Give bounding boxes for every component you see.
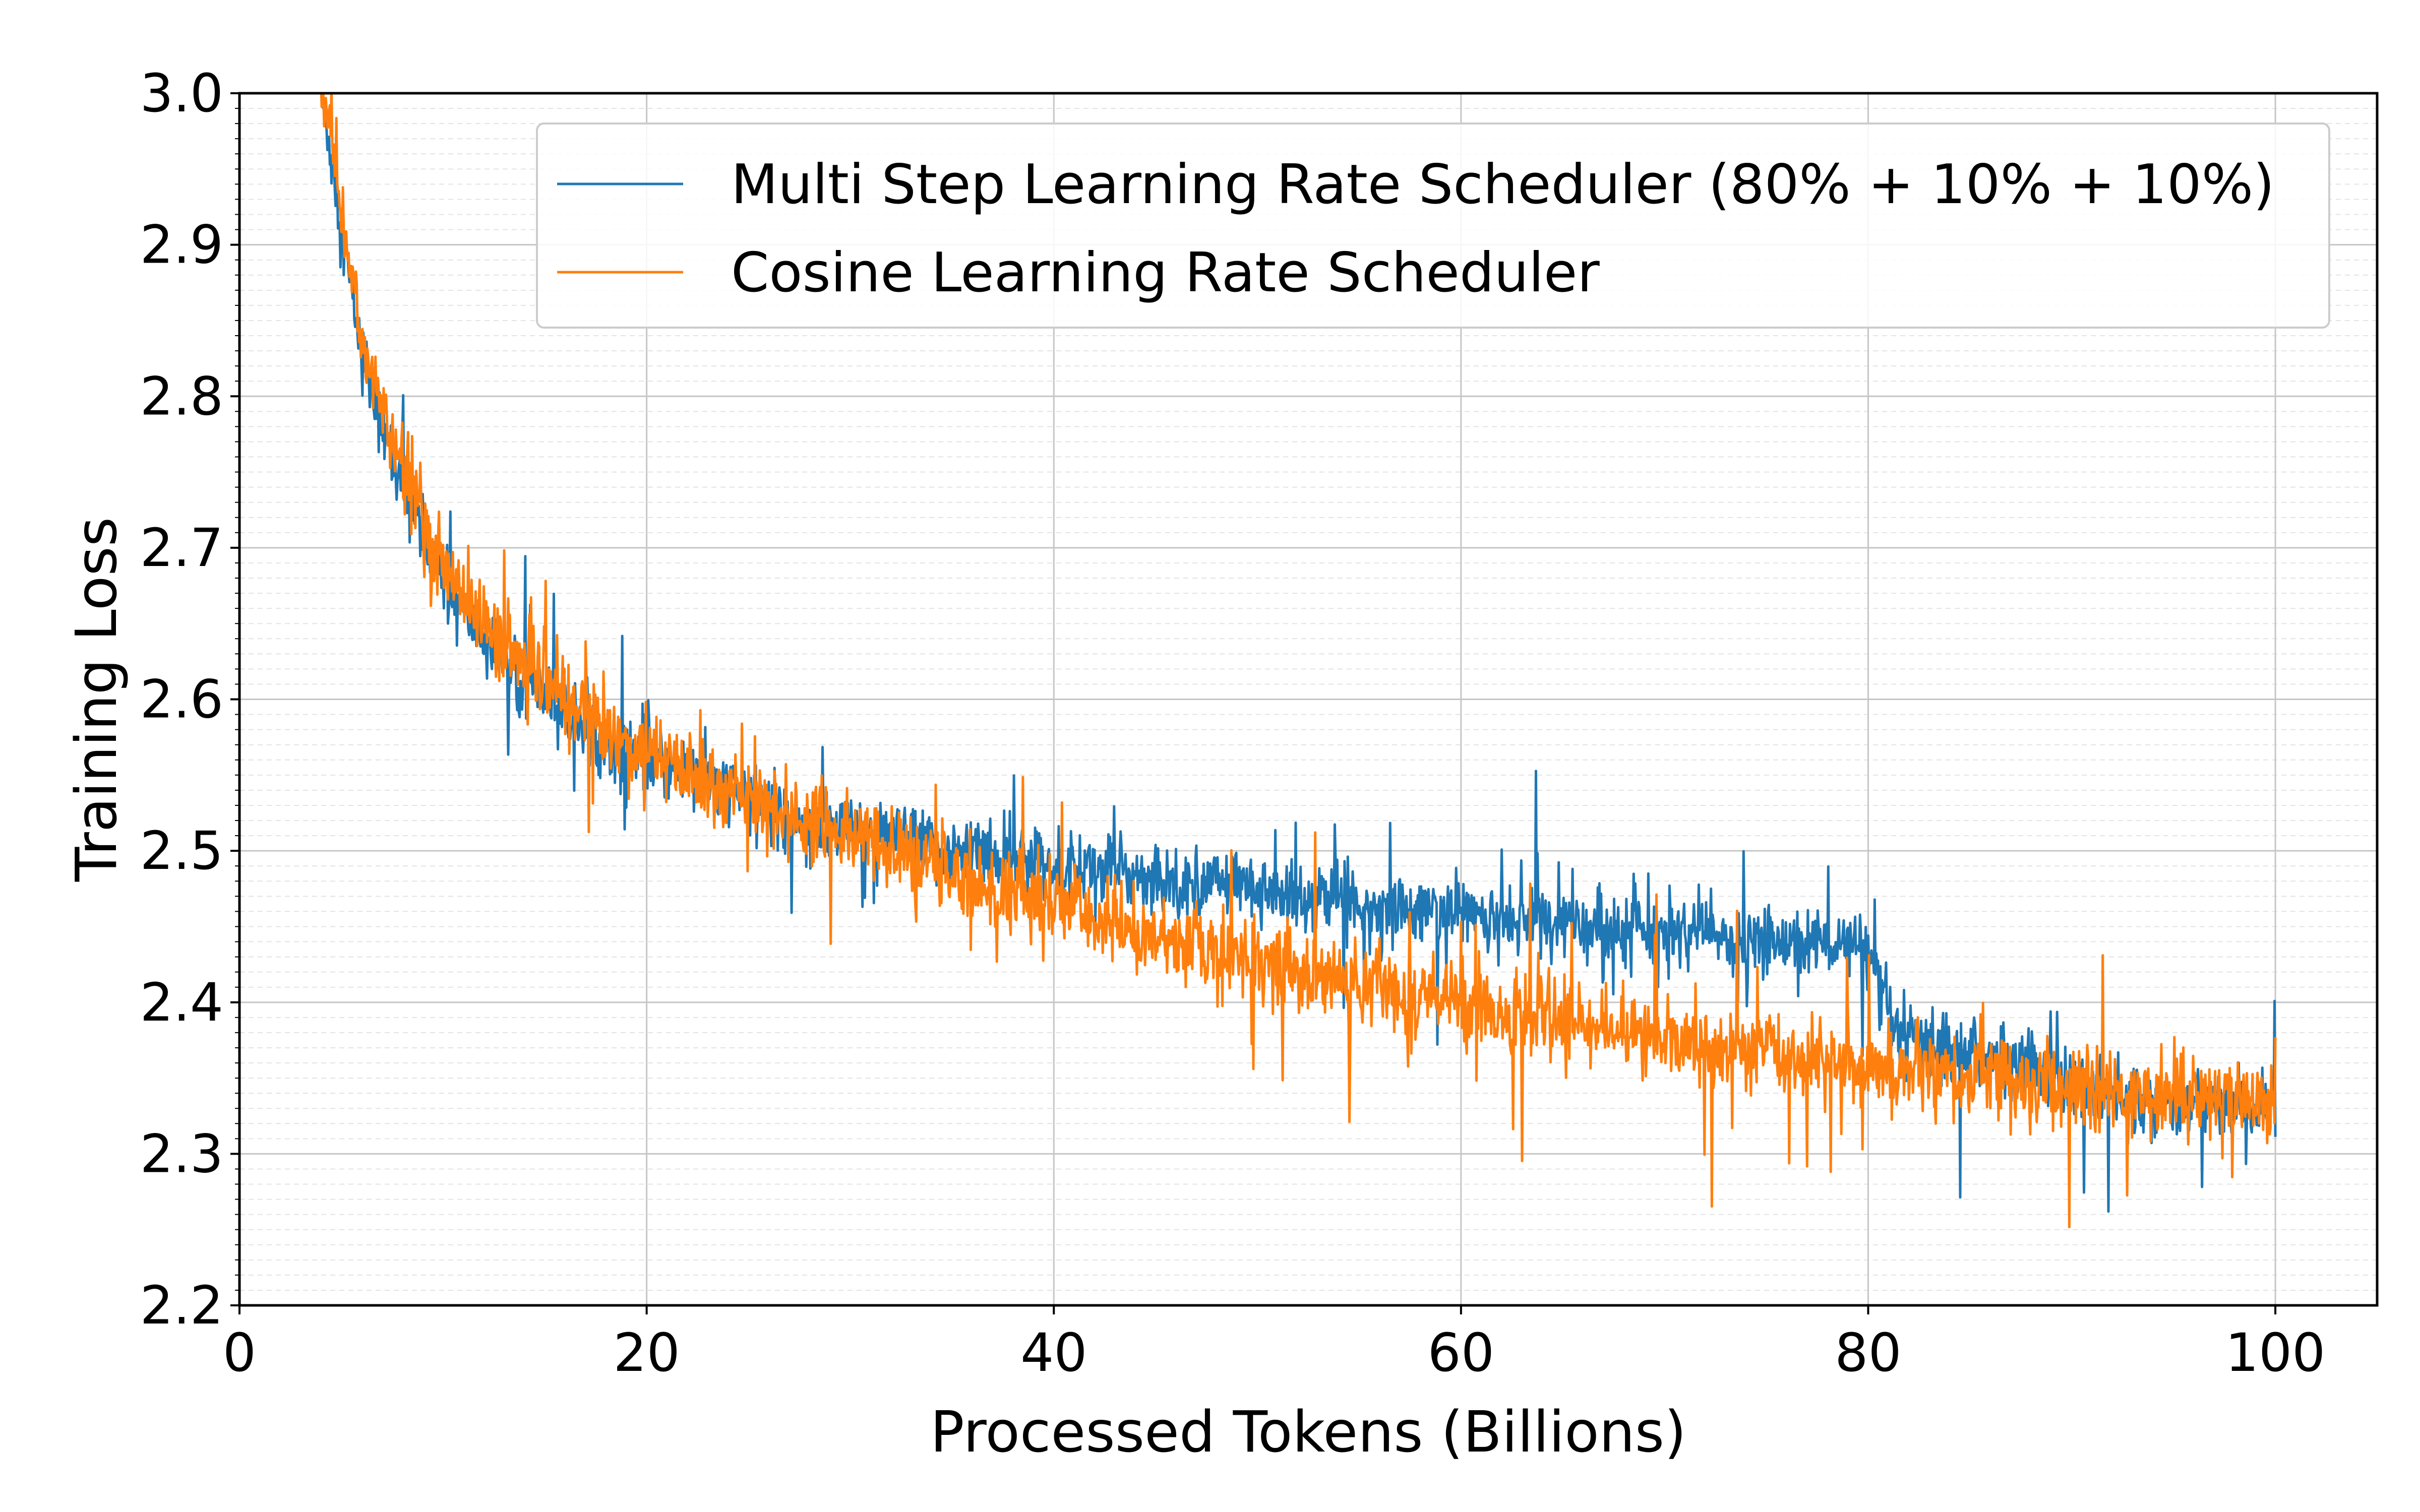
y-tick-label: 2.6: [140, 669, 223, 730]
legend-box: [536, 122, 2330, 329]
series-line-cosine: [320, 93, 2277, 1229]
x-tick-label: 80: [1835, 1322, 1901, 1383]
x-tick-label: 20: [613, 1322, 680, 1383]
legend: Multi Step Learning Rate Scheduler (80% …: [536, 122, 2330, 329]
x-axis-title: Processed Tokens (Billions): [930, 1400, 1686, 1465]
x-tick-label: 40: [1020, 1322, 1087, 1383]
plot-lines: [320, 93, 2277, 1229]
x-tick-label: 100: [2225, 1322, 2326, 1383]
y-tick-label: 2.3: [140, 1123, 223, 1184]
y-axis-title: Training Loss: [64, 517, 130, 882]
y-tick-label: 3.0: [140, 62, 223, 124]
y-tick-label: 2.7: [140, 517, 223, 579]
legend-label-multistep: Multi Step Learning Rate Scheduler (80% …: [731, 153, 2274, 216]
y-tick-label: 2.9: [140, 214, 223, 276]
y-tick-label: 2.5: [140, 820, 223, 881]
x-tick-label: 60: [1428, 1322, 1494, 1383]
x-axis-ticks: 0 20 40 60 80 100: [223, 1305, 2325, 1383]
y-tick-label: 2.2: [140, 1275, 223, 1336]
y-axis-ticks: 2.2 2.3 2.4 2.5 2.6 2.7 2.8 2.9 3.0: [140, 62, 239, 1336]
y-tick-label: 2.4: [140, 972, 223, 1033]
x-tick-label: 0: [223, 1322, 256, 1383]
legend-label-cosine: Cosine Learning Rate Scheduler: [731, 241, 1600, 304]
y-tick-label: 2.8: [140, 365, 223, 427]
